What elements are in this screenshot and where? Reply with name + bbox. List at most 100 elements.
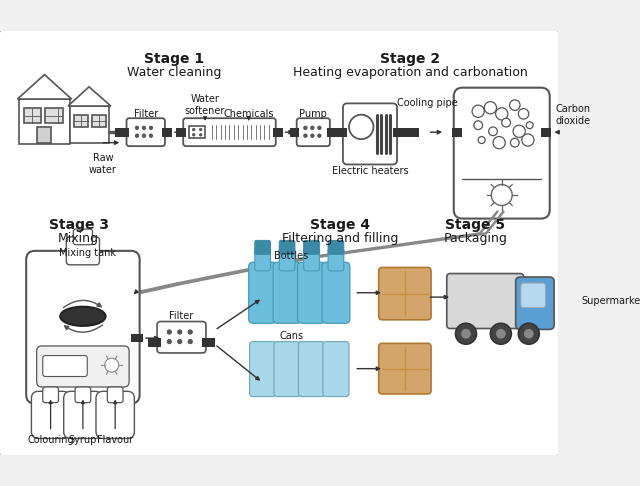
Text: Stage 1: Stage 1 (145, 52, 205, 66)
Circle shape (167, 330, 172, 334)
FancyBboxPatch shape (31, 391, 70, 438)
FancyBboxPatch shape (157, 322, 206, 353)
Circle shape (135, 134, 139, 138)
Ellipse shape (60, 307, 106, 326)
Bar (452, 128, 463, 137)
Circle shape (177, 339, 182, 344)
FancyBboxPatch shape (43, 356, 87, 377)
Text: Stage 3: Stage 3 (49, 218, 109, 232)
Circle shape (524, 330, 533, 338)
Text: Stage 4: Stage 4 (310, 218, 371, 232)
FancyBboxPatch shape (75, 387, 91, 403)
Polygon shape (17, 74, 72, 99)
FancyBboxPatch shape (379, 267, 431, 320)
FancyBboxPatch shape (447, 274, 524, 329)
FancyBboxPatch shape (64, 391, 102, 438)
Bar (393, 128, 403, 137)
Circle shape (177, 330, 182, 334)
Text: Raw
water: Raw water (89, 153, 117, 175)
FancyBboxPatch shape (303, 248, 319, 271)
FancyBboxPatch shape (255, 241, 271, 254)
Text: Packaging: Packaging (444, 232, 508, 245)
Bar (19, 99, 70, 144)
Circle shape (492, 185, 512, 206)
Circle shape (502, 119, 509, 126)
Circle shape (519, 109, 528, 118)
Circle shape (105, 358, 118, 372)
Text: Cans: Cans (280, 331, 303, 341)
FancyBboxPatch shape (255, 248, 271, 271)
Bar (273, 128, 283, 137)
Text: Water cleaning: Water cleaning (127, 67, 221, 79)
Text: Flavour: Flavour (97, 435, 133, 445)
FancyBboxPatch shape (279, 248, 295, 271)
Bar (176, 128, 186, 137)
Text: Chemicals: Chemicals (223, 109, 274, 119)
Bar (202, 338, 214, 347)
FancyBboxPatch shape (250, 342, 276, 397)
Bar (131, 334, 143, 343)
Circle shape (310, 134, 314, 138)
Bar (120, 128, 129, 137)
Circle shape (511, 102, 518, 109)
FancyBboxPatch shape (379, 343, 431, 394)
Circle shape (149, 126, 153, 130)
FancyBboxPatch shape (26, 251, 140, 403)
FancyBboxPatch shape (67, 237, 99, 265)
Circle shape (200, 128, 202, 131)
FancyBboxPatch shape (516, 277, 554, 330)
Circle shape (188, 330, 193, 334)
FancyBboxPatch shape (343, 104, 397, 164)
Circle shape (495, 139, 502, 146)
Bar (74, 115, 88, 127)
Text: Filter: Filter (134, 109, 158, 119)
FancyBboxPatch shape (36, 346, 129, 387)
Bar (337, 128, 348, 137)
FancyBboxPatch shape (108, 387, 123, 403)
Circle shape (142, 126, 146, 130)
Bar (36, 127, 51, 143)
Circle shape (461, 330, 470, 338)
FancyBboxPatch shape (454, 87, 550, 219)
Circle shape (514, 126, 524, 137)
FancyBboxPatch shape (183, 118, 276, 146)
Circle shape (317, 126, 321, 130)
FancyBboxPatch shape (0, 29, 560, 457)
FancyBboxPatch shape (297, 118, 330, 146)
Bar (541, 128, 552, 137)
Bar (115, 128, 125, 137)
Bar (562, 122, 584, 141)
Circle shape (303, 126, 307, 130)
Circle shape (497, 330, 505, 338)
Text: Cooling pipe: Cooling pipe (397, 98, 458, 107)
Bar (403, 128, 419, 137)
FancyBboxPatch shape (521, 283, 545, 308)
Circle shape (317, 134, 321, 138)
Bar (24, 108, 41, 123)
FancyBboxPatch shape (249, 262, 276, 323)
FancyBboxPatch shape (298, 262, 326, 323)
FancyBboxPatch shape (328, 241, 344, 254)
Circle shape (167, 339, 172, 344)
Circle shape (518, 323, 540, 344)
Text: Pump: Pump (300, 109, 327, 119)
FancyBboxPatch shape (96, 391, 134, 438)
Circle shape (526, 122, 533, 129)
Circle shape (524, 137, 531, 143)
Circle shape (456, 323, 476, 344)
Circle shape (511, 139, 519, 147)
Text: Supermarket: Supermarket (581, 296, 640, 307)
Bar (70, 106, 109, 143)
Circle shape (476, 135, 487, 145)
Bar (290, 128, 300, 137)
FancyBboxPatch shape (328, 248, 344, 271)
Circle shape (193, 128, 195, 131)
Bar (163, 128, 172, 137)
Circle shape (484, 102, 497, 114)
Circle shape (349, 115, 374, 139)
Text: Filter: Filter (170, 312, 194, 321)
Text: Mixing tank: Mixing tank (60, 247, 116, 258)
Polygon shape (68, 87, 111, 106)
FancyBboxPatch shape (323, 342, 349, 397)
Circle shape (188, 339, 193, 344)
